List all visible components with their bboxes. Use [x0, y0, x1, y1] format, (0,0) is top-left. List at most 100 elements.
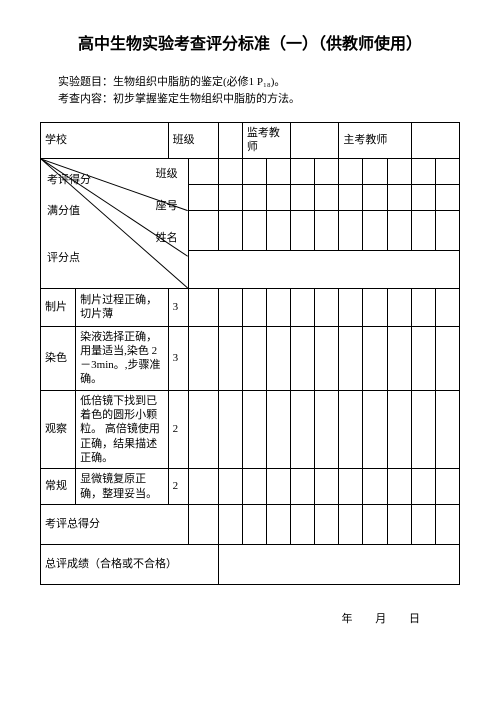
diag-seat: 座号: [156, 199, 178, 213]
blank-cell: [242, 504, 266, 544]
blank-cell: [411, 390, 435, 468]
blank-cell: [435, 390, 459, 468]
blank-cell: [291, 123, 339, 159]
blank-cell: [315, 469, 339, 505]
blank-cell: [411, 184, 435, 210]
blank-cell: [291, 469, 315, 505]
result-label: 总评成绩（合格或不合格）: [41, 544, 219, 584]
blank-cell: [363, 288, 387, 326]
blank-cell: [242, 288, 266, 326]
blank-cell: [411, 288, 435, 326]
blank-cell: [188, 469, 218, 505]
blank-cell: [218, 158, 242, 184]
blank-cell: [435, 469, 459, 505]
blank-cell: [242, 469, 266, 505]
blank-cell: [188, 158, 218, 184]
diag-full-score: 满分值: [47, 204, 80, 218]
invigilator-label: 监考教师: [242, 123, 290, 159]
blank-cell: [218, 544, 459, 584]
blank-cell: [242, 210, 266, 250]
blank-cell: [411, 158, 435, 184]
blank-cell: [435, 326, 459, 390]
blank-cell: [387, 158, 411, 184]
blank-cell: [267, 390, 291, 468]
criteria-label: 染色: [41, 326, 76, 390]
diag-class: 班级: [156, 167, 178, 181]
blank-cell: [411, 123, 459, 159]
blank-cell: [242, 184, 266, 210]
blank-cell: [291, 326, 315, 390]
blank-cell: [188, 504, 218, 544]
criteria-label: 常规: [41, 469, 76, 505]
blank-cell: [218, 469, 242, 505]
criteria-label: 制片: [41, 288, 76, 326]
blank-cell: [267, 288, 291, 326]
page-title: 高中生物实验考查评分标准（一）（供教师使用）: [40, 30, 460, 54]
blank-cell: [339, 184, 363, 210]
criteria-label: 观察: [41, 390, 76, 468]
blank-cell: [387, 326, 411, 390]
blank-cell: [291, 210, 315, 250]
blank-cell: [339, 288, 363, 326]
total-score-row: 考评总得分: [41, 504, 460, 544]
blank-cell: [315, 184, 339, 210]
blank-cell: [267, 184, 291, 210]
blank-cell: [339, 390, 363, 468]
blank-cell: [291, 504, 315, 544]
diag-row: 考评得分 满分值 评分点 班级 座号 姓名: [41, 158, 460, 184]
blank-cell: [218, 123, 242, 159]
header-row: 学校 班级 监考教师 主考教师: [41, 123, 460, 159]
blank-cell: [242, 158, 266, 184]
blank-cell: [188, 288, 218, 326]
blank-cell: [411, 210, 435, 250]
blank-cell: [435, 288, 459, 326]
blank-cell: [315, 504, 339, 544]
blank-cell: [188, 390, 218, 468]
blank-cell: [435, 158, 459, 184]
blank-cell: [291, 184, 315, 210]
blank-cell: [218, 390, 242, 468]
blank-cell: [363, 210, 387, 250]
criteria-row-4: 常规 显微镜复原正确，整理妥当。 2: [41, 469, 460, 505]
date-footer: 年 月 日: [40, 610, 460, 626]
criteria-score: 2: [168, 469, 188, 505]
blank-cell: [315, 390, 339, 468]
blank-cell: [387, 390, 411, 468]
criteria-desc: 显微镜复原正确，整理妥当。: [76, 469, 168, 505]
blank-cell: [387, 184, 411, 210]
blank-cell: [387, 504, 411, 544]
blank-cell: [339, 158, 363, 184]
blank-cell: [267, 469, 291, 505]
criteria-score: 2: [168, 390, 188, 468]
blank-cell: [339, 469, 363, 505]
result-row: 总评成绩（合格或不合格）: [41, 544, 460, 584]
blank-cell: [218, 504, 242, 544]
blank-cell: [218, 326, 242, 390]
blank-cell: [339, 504, 363, 544]
blank-cell: [435, 504, 459, 544]
blank-cell: [218, 288, 242, 326]
criteria-row-2: 染色 染液选择正确，用量适当,染色 2－3min。,步骤准确。 3: [41, 326, 460, 390]
blank-cell: [315, 158, 339, 184]
blank-cell: [387, 469, 411, 505]
blank-cell: [291, 390, 315, 468]
blank-cell: [188, 210, 218, 250]
blank-cell: [363, 469, 387, 505]
blank-cell: [267, 210, 291, 250]
examiner-label: 主考教师: [339, 123, 411, 159]
blank-cell: [411, 326, 435, 390]
blank-cell: [411, 504, 435, 544]
diagonal-header: 考评得分 满分值 评分点 班级 座号 姓名: [41, 158, 189, 288]
total-score-label: 考评总得分: [41, 504, 189, 544]
score-table: 学校 班级 监考教师 主考教师 考评得分 满分值 评分点 班级 座号 姓名: [40, 122, 460, 585]
criteria-desc: 染液选择正确，用量适当,染色 2－3min。,步骤准确。: [76, 326, 168, 390]
blank-cell: [315, 326, 339, 390]
blank-cell: [363, 504, 387, 544]
blank-cell: [188, 184, 218, 210]
criteria-row-1: 制片 制片过程正确，切片薄 3: [41, 288, 460, 326]
diag-name: 姓名: [156, 231, 178, 245]
blank-cell: [387, 288, 411, 326]
diag-criteria: 评分点: [47, 251, 80, 265]
blank-cell: [435, 184, 459, 210]
blank-cell: [218, 184, 242, 210]
